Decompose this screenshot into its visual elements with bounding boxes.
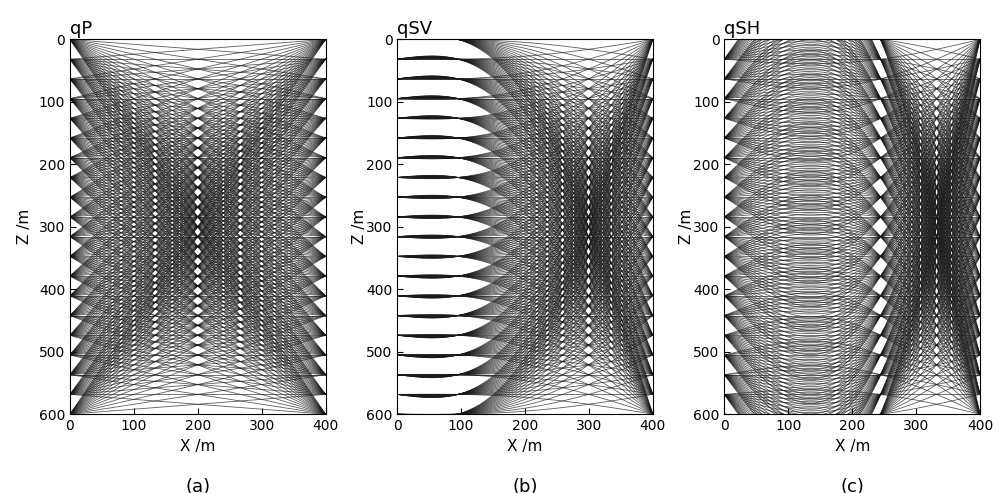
Text: qP: qP xyxy=(70,20,92,38)
Text: (a): (a) xyxy=(185,478,210,493)
Text: qSH: qSH xyxy=(724,20,761,38)
Text: (c): (c) xyxy=(840,478,864,493)
X-axis label: X /m: X /m xyxy=(835,439,870,454)
X-axis label: X /m: X /m xyxy=(180,439,215,454)
Text: (b): (b) xyxy=(512,478,538,493)
Y-axis label: Z /m: Z /m xyxy=(352,209,367,245)
Y-axis label: Z /m: Z /m xyxy=(679,209,694,245)
X-axis label: X /m: X /m xyxy=(507,439,543,454)
Text: qSV: qSV xyxy=(397,20,432,38)
Y-axis label: Z /m: Z /m xyxy=(17,209,32,245)
